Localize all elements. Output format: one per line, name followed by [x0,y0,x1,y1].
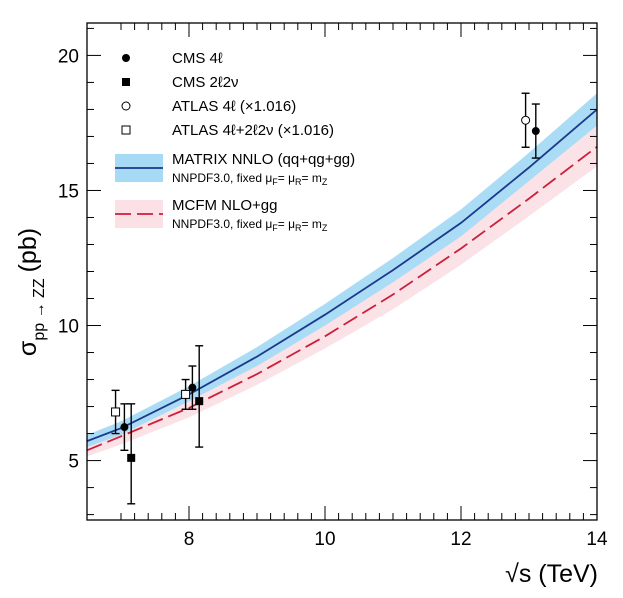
ticks-layer: 8 10 12 14 5 10 15 20 [58,23,608,550]
y-tick-label: 5 [68,452,79,473]
legend-note-eq: = m [302,217,322,231]
x-tick-label: 10 [314,529,335,550]
x-tick-label: 8 [184,529,195,550]
y-tick-label: 10 [58,317,79,338]
legend-marker [121,125,131,135]
legend-label: ATLAS 4ℓ+2ℓ2ν (×1.016) [172,122,334,139]
legend-note-sub: F [272,223,278,233]
legend-note-eq: = μ [278,171,295,185]
legend-marker [122,54,130,62]
y-axis-title: σpp → ZZ(pb) [14,228,48,356]
x-tick-label: 12 [450,529,471,550]
legend-label: ATLAS 4ℓ (×1.016) [172,98,296,115]
data-point [181,389,191,399]
legend-label: CMS 4ℓ [172,50,223,67]
bands-layer [87,93,597,457]
data-point [127,453,136,462]
legend-note-sub: Z [322,177,328,187]
legend-marker [122,78,130,86]
legend-marker [121,101,131,111]
legend-note-sub: F [272,177,278,187]
legend-label: MATRIX NNLO (qq+qg+gg) [172,151,355,168]
lines-layer [87,108,597,452]
legend-note-sub: R [295,223,302,233]
y-tick-label: 20 [58,46,79,67]
legend: CMS 4ℓ CMS 2ℓ2ν ATLAS 4ℓ (×1.016) ATLAS 4ℓ+… [115,50,355,233]
x-axis-title: √s (TeV) [505,560,598,588]
legend-label: CMS 2ℓ2ν [172,74,239,91]
legend-label: MCFM NLO+gg [172,197,277,214]
line-mcfm-nlo-gg [87,145,597,452]
data-point [521,115,531,125]
legend-note: NNPDF3.0, fixed μF= μR= mZ [172,171,328,187]
legend-note: NNPDF3.0, fixed μF= μR= mZ [172,217,328,233]
y-tick-label: 15 [58,181,79,202]
legend-note-eq: = m [302,171,322,185]
points-layer [111,92,540,505]
data-point [195,397,204,406]
data-point [188,383,197,392]
line-matrix-nnlo-qq-qg-gg [87,108,597,442]
x-tick-label: 14 [586,529,608,550]
data-point [531,127,540,136]
legend-note-sub: Z [322,223,328,233]
legend-note-sub: R [295,177,302,187]
legend-note-eq: = μ [278,217,295,231]
data-point [111,407,121,417]
data-point [120,423,129,432]
